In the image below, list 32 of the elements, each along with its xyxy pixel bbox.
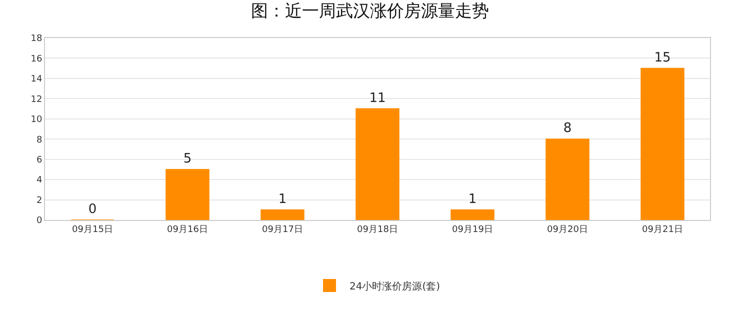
x-tick-label: 09月20日 [547,224,588,235]
y-tick-label: 10 [30,115,42,126]
x-tick-label: 09月17日 [262,224,303,235]
y-tick-label: 8 [36,135,42,146]
data-label: 0 [88,202,97,217]
y-tick-label: 12 [30,94,42,105]
data-label: 11 [369,90,386,106]
data-label: 15 [654,50,671,66]
y-tick-label: 14 [30,74,42,85]
x-tick-label: 09月16日 [167,224,208,235]
bar [356,108,400,220]
y-tick-label: 0 [36,216,42,226]
bar [260,209,304,220]
legend-label: 24小时涨价房源(套) [350,280,440,292]
data-label: 8 [563,121,572,136]
bar [546,138,590,220]
y-tick-label: 6 [36,155,42,166]
bar [166,168,210,220]
y-tick-label: 16 [30,54,42,64]
chart-title: 图：近一周武汉涨价房源量走势 [251,2,489,22]
data-label: 5 [183,151,192,166]
y-tick-label: 4 [36,176,42,186]
x-tick-label: 09月19日 [452,224,493,235]
y-tick-label: 18 [30,34,42,44]
x-tick-label: 09月18日 [357,224,398,235]
x-tick-label: 09月15日 [72,224,113,235]
data-label: 1 [468,192,477,207]
data-label: 1 [278,192,287,207]
y-tick-label: 2 [36,196,42,206]
x-tick-label: 09月21日 [642,224,683,235]
bar [450,209,494,220]
bar [640,68,684,220]
